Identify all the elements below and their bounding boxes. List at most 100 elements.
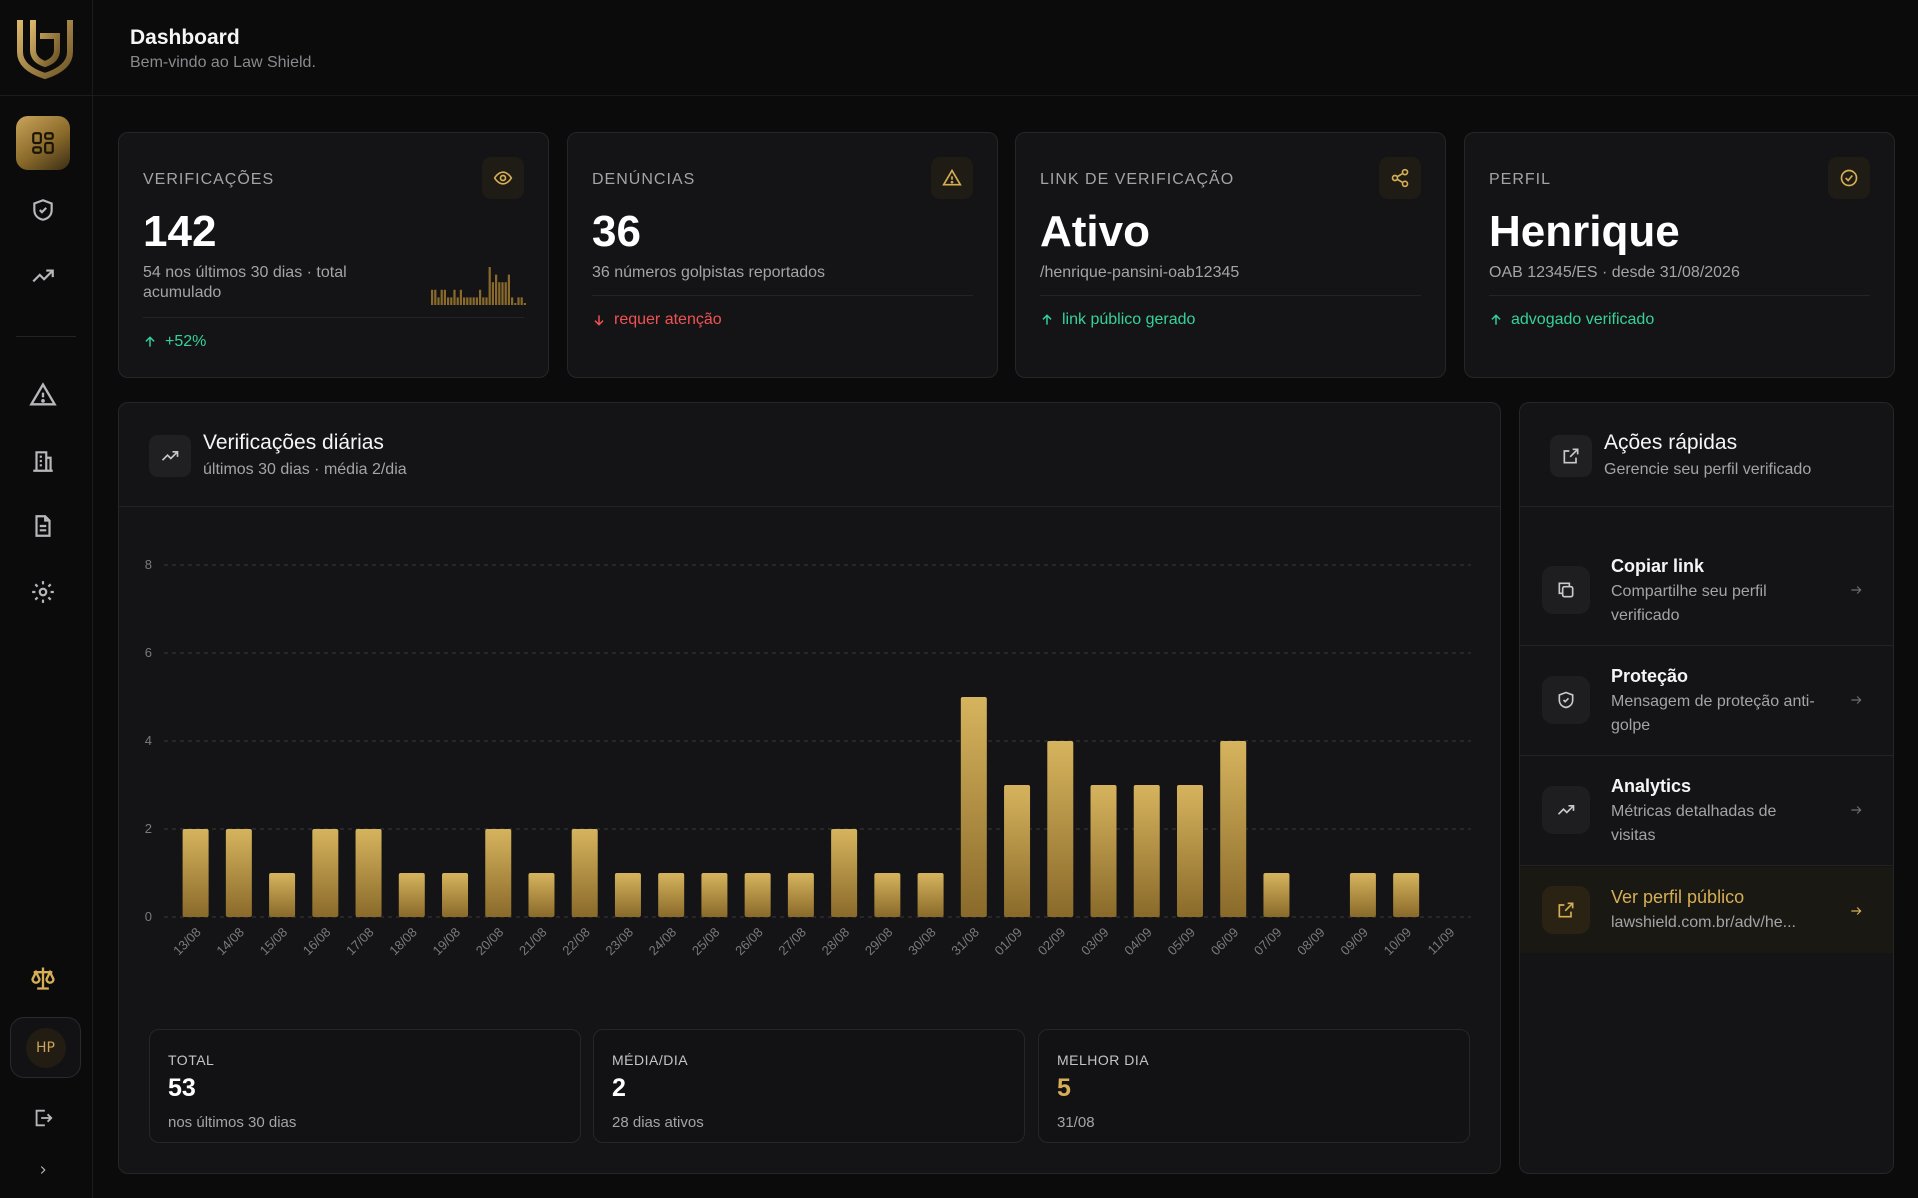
bar[interactable] — [269, 873, 296, 917]
bar[interactable] — [1176, 785, 1203, 917]
bar[interactable] — [225, 829, 252, 917]
y-tick-label: 0 — [145, 909, 152, 924]
stat-card-perfil[interactable]: PERFIL Henrique OAB 12345/ES · desde 31/… — [1464, 132, 1895, 378]
action-view-public-profile[interactable]: Ver perfil público lawshield.com.br/adv/… — [1520, 867, 1893, 953]
action-title: Ver perfil público — [1611, 887, 1745, 907]
check-circle-icon — [1839, 168, 1859, 188]
bar[interactable] — [1004, 785, 1031, 917]
bar[interactable] — [528, 873, 555, 917]
summary-card-media: MÉDIA/DIA 2 28 dias ativos — [593, 1029, 1025, 1143]
action-copy-link[interactable]: Copiar link Compartilhe seu perfil verif… — [1520, 536, 1893, 646]
stat-trend: link público gerado — [1040, 311, 1195, 329]
sparkline-bar — [517, 297, 520, 305]
x-tick-label: 09/09 — [1337, 925, 1371, 959]
x-tick-label: 31/08 — [948, 925, 982, 959]
arrow-right-icon — [1849, 583, 1863, 597]
bar[interactable] — [571, 829, 598, 917]
bar[interactable] — [355, 829, 382, 917]
sidebar-item-protection[interactable] — [16, 183, 70, 237]
daily-verifications-panel: Verificações diárias últimos 30 dias · m… — [118, 402, 1501, 1174]
bar[interactable] — [1090, 785, 1117, 917]
bar[interactable] — [831, 829, 858, 917]
user-menu[interactable]: HP — [10, 1017, 81, 1078]
sidebar-item-documents[interactable] — [16, 499, 70, 553]
bar[interactable] — [1393, 873, 1420, 917]
expand-sidebar-button[interactable] — [16, 1155, 70, 1185]
stat-icon-button[interactable] — [482, 157, 524, 199]
stat-card-verificacoes[interactable]: VERIFICAÇÕES 142 54 nos últimos 30 dias … — [118, 132, 549, 378]
stat-icon-button[interactable] — [931, 157, 973, 199]
sparkline-bar — [472, 297, 475, 305]
external-link-icon — [1561, 446, 1581, 466]
stat-trend-label: +52% — [165, 333, 207, 350]
action-description: lawshield.com.br/adv/he... — [1611, 914, 1796, 931]
logout-button[interactable] — [16, 1091, 70, 1145]
sidebar-item-dashboard[interactable] — [16, 116, 70, 170]
x-tick-label: 19/08 — [430, 925, 464, 959]
bar[interactable] — [312, 829, 339, 917]
x-tick-label: 05/09 — [1164, 925, 1198, 959]
action-description: Compartilhe seu perfil verificado — [1611, 583, 1767, 624]
stat-value: 36 — [592, 207, 641, 256]
stat-card-denuncias[interactable]: DENÚNCIAS 36 36 números golpistas report… — [567, 132, 998, 378]
law-shield-logo[interactable] — [16, 16, 74, 80]
x-tick-label: 23/08 — [602, 925, 636, 959]
arrow-right-icon — [1849, 803, 1863, 817]
stat-trend: advogado verificado — [1489, 311, 1654, 329]
x-tick-label: 18/08 — [386, 925, 420, 959]
bar[interactable] — [398, 873, 425, 917]
bar[interactable] — [658, 873, 685, 917]
share-icon — [1390, 168, 1410, 188]
bar[interactable] — [1047, 741, 1074, 917]
sidebar-item-legal[interactable] — [16, 951, 70, 1005]
sparkline-bar — [437, 297, 440, 305]
bar-chart: 0 2 4 6 8 13/08 14/08 15/08 16/08 17/08 18/08 19/08… — [145, 557, 1471, 959]
action-protection[interactable]: Proteção Mensagem de proteção anti-golpe — [1520, 646, 1893, 756]
sparkline-bar — [511, 297, 514, 305]
shield-check-icon — [30, 197, 56, 223]
bar[interactable] — [960, 697, 987, 917]
sparkline-bar — [447, 297, 450, 305]
page-header: Dashboard Bem-vindo ao Law Shield. — [93, 0, 1918, 96]
bar[interactable] — [917, 873, 944, 917]
bar[interactable] — [874, 873, 901, 917]
x-tick-label: 13/08 — [170, 925, 204, 959]
bar[interactable] — [701, 873, 728, 917]
bar[interactable] — [787, 873, 814, 917]
sparkline-bar — [498, 282, 501, 305]
sidebar-item-settings[interactable] — [16, 565, 70, 619]
bar[interactable] — [744, 873, 771, 917]
action-analytics[interactable]: Analytics Métricas detalhadas de visitas — [1520, 756, 1893, 866]
sparkline-bar — [450, 297, 453, 305]
action-icon — [1542, 566, 1590, 614]
bar[interactable] — [182, 829, 209, 917]
sidebar-item-analytics[interactable] — [16, 249, 70, 303]
stat-card-link[interactable]: LINK DE VERIFICAÇÃO Ativo /henrique-pans… — [1015, 132, 1446, 378]
trending-up-icon — [30, 263, 56, 289]
stat-value: Henrique — [1489, 207, 1680, 256]
panel-icon — [1550, 435, 1592, 477]
arrow-up-icon — [1040, 313, 1054, 327]
sparkline-bar — [495, 274, 498, 305]
bar[interactable] — [614, 873, 641, 917]
stat-label: VERIFICAÇÕES — [143, 171, 275, 188]
sidebar-item-reports[interactable] — [16, 368, 70, 422]
bar[interactable] — [442, 873, 469, 917]
bar[interactable] — [1263, 873, 1290, 917]
sparkline-bar — [479, 289, 482, 305]
stat-icon-button[interactable] — [1379, 157, 1421, 199]
trending-up-icon — [160, 446, 180, 466]
sidebar: HP — [0, 0, 93, 1198]
grid-icon — [30, 130, 56, 156]
bar[interactable] — [485, 829, 512, 917]
summary-card-total: TOTAL 53 nos últimos 30 dias — [149, 1029, 581, 1143]
action-title: Analytics — [1611, 776, 1692, 796]
bar[interactable] — [1220, 741, 1247, 917]
arrow-down-icon — [592, 313, 606, 327]
stat-label: LINK DE VERIFICAÇÃO — [1040, 171, 1235, 188]
bar[interactable] — [1349, 873, 1376, 917]
stat-icon-button[interactable] — [1828, 157, 1870, 199]
action-title: Proteção — [1611, 666, 1689, 686]
sidebar-item-buildings[interactable] — [16, 434, 70, 488]
bar[interactable] — [1133, 785, 1160, 917]
